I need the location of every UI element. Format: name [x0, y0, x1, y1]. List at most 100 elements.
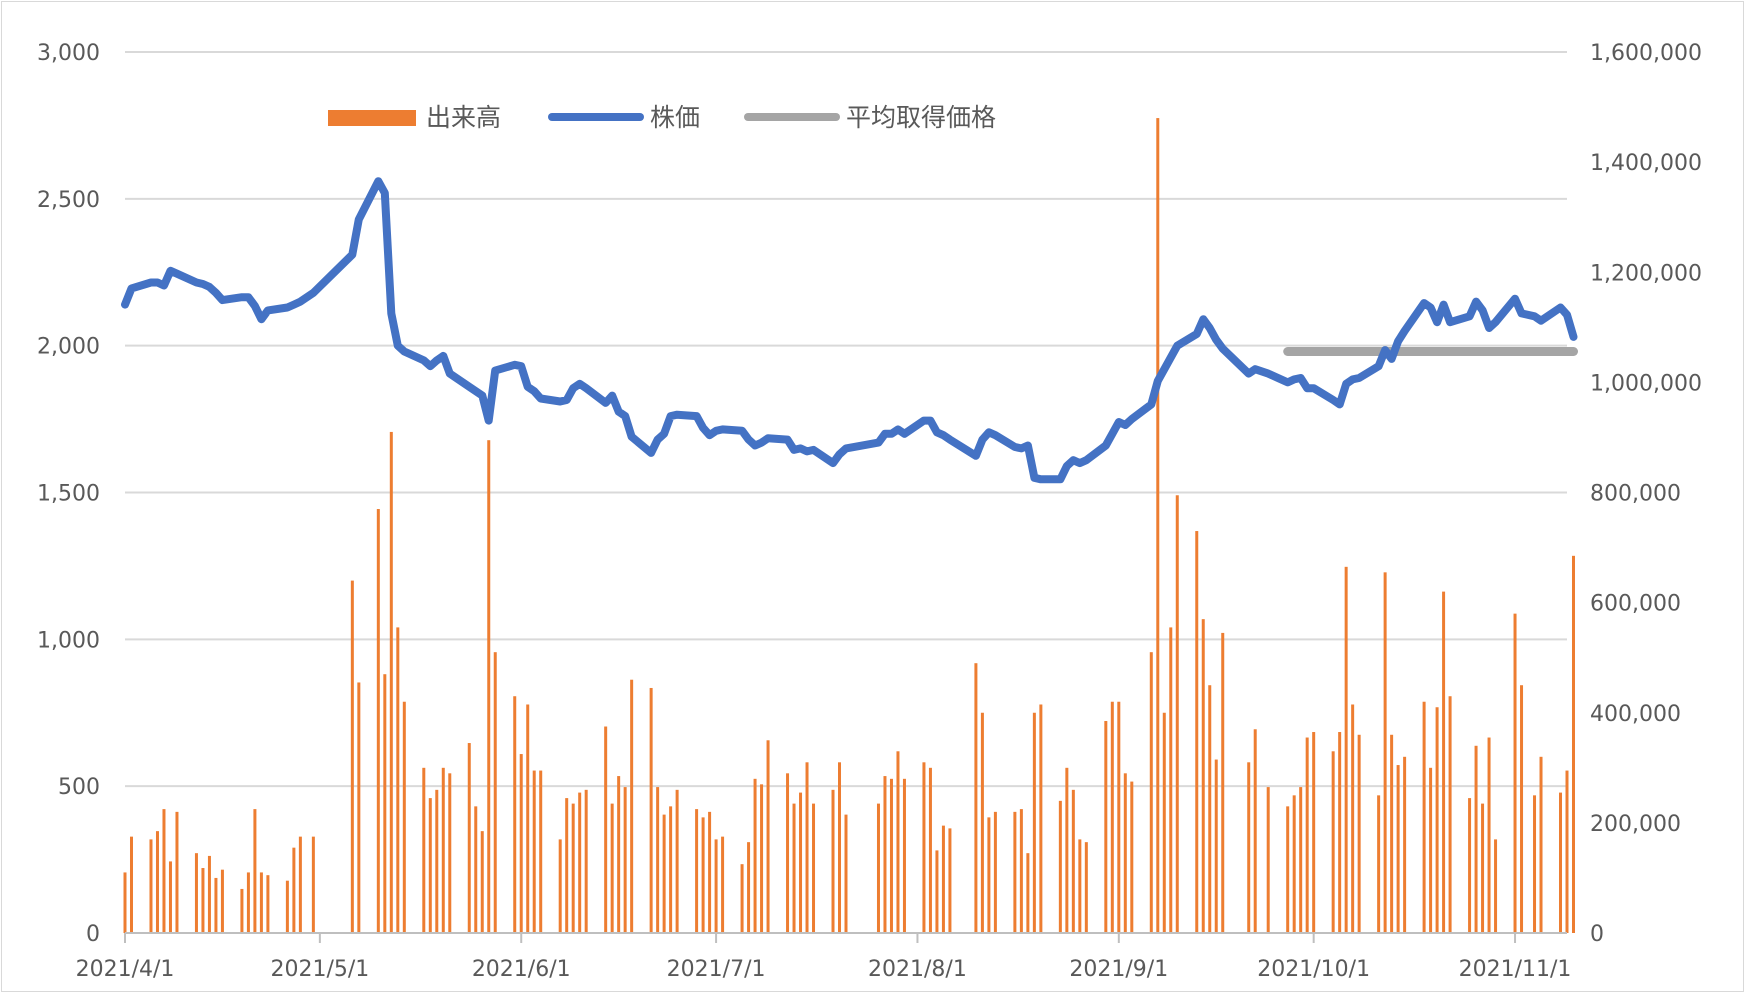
volume-bar [1292, 795, 1296, 933]
volume-bar [883, 776, 887, 933]
volume-bar [565, 798, 569, 933]
volume-bar [630, 679, 634, 933]
volume-bar [474, 806, 478, 933]
volume-bar [1013, 811, 1017, 933]
volume-bar [669, 806, 673, 933]
volume-bar [298, 836, 302, 933]
volume-bar [155, 831, 159, 933]
volume-bar [876, 803, 880, 933]
volume-bar [558, 839, 562, 933]
volume-bar [656, 787, 660, 933]
volume-bar [831, 789, 835, 933]
volume-bar [1539, 756, 1543, 933]
volume-bar [311, 836, 315, 933]
volume-bar [889, 778, 893, 933]
volume-bar [266, 875, 270, 933]
legend-label-volume: 出来高 [426, 103, 501, 132]
volume-bar [1039, 704, 1043, 933]
volume-bar [701, 817, 705, 933]
volume-bar [1162, 712, 1166, 933]
volume-bar [799, 792, 803, 933]
volume-bar [259, 872, 263, 933]
volume-bar [1117, 701, 1121, 933]
volume-bar [357, 682, 361, 933]
volume-bar [1078, 839, 1082, 933]
left-axis-ticks: 3,000 2,500 2,000 1,500 1,000 500 0 [37, 41, 100, 947]
volume-bar [214, 877, 218, 933]
volume-bar [1474, 745, 1478, 933]
volume-bar [1253, 729, 1257, 933]
volume-bar [207, 855, 211, 933]
volume-bar [1331, 751, 1335, 933]
volume-bar [617, 776, 621, 933]
volume-bar [149, 839, 153, 933]
volume-bar [1422, 701, 1426, 933]
volume-bar [623, 787, 627, 933]
volume-bar [695, 809, 699, 933]
volume-bar [1104, 721, 1108, 933]
x-axis: 2021/4/1 2021/5/1 2021/6/1 2021/7/1 2021/8/1… [76, 932, 1571, 982]
right-tick-label: 1,400,000 [1590, 151, 1702, 176]
left-tick-label: 3,000 [37, 41, 100, 66]
volume-bar [292, 847, 296, 933]
left-tick-label: 1,500 [37, 482, 100, 507]
legend-label-price: 株価 [650, 103, 700, 132]
volume-bar [1481, 803, 1485, 933]
gridlines [125, 51, 1567, 788]
left-tick-label: 500 [58, 775, 100, 800]
volume-bar [1214, 759, 1218, 933]
volume-bar [1247, 762, 1251, 933]
volume-bar [175, 811, 179, 933]
volume-bar [948, 828, 952, 933]
volume-bar [1533, 795, 1537, 933]
volume-bar [513, 696, 517, 933]
volume-bar [1468, 798, 1472, 933]
volume-bar [246, 872, 250, 933]
volume-bar [441, 767, 445, 933]
volume-bar [1110, 701, 1114, 933]
right-axis-ticks: 1,600,000 1,400,000 1,200,000 1,000,000 800,… [1590, 41, 1702, 947]
volume-bar [396, 627, 400, 933]
volume-bar [747, 842, 751, 933]
volume-bar [1123, 773, 1127, 933]
volume-bar [194, 853, 198, 933]
legend: 出来高 株価 平均取得価格 [328, 103, 996, 132]
volume-bar [1065, 767, 1069, 933]
volume-bar [526, 704, 530, 933]
volume-bar [896, 751, 900, 933]
volume-bar [1058, 800, 1062, 933]
volume-bar [1305, 737, 1309, 933]
volume-bar [928, 767, 932, 933]
volume-bar [539, 770, 543, 933]
volume-bar [1377, 795, 1381, 933]
x-tick-label: 2021/10/1 [1257, 957, 1370, 982]
volume-bar [935, 850, 939, 933]
volume-bar [467, 743, 471, 933]
volume-bar [1266, 787, 1270, 933]
volume-bar [383, 674, 387, 933]
volume-bar [1312, 732, 1316, 933]
volume-bar [402, 701, 406, 933]
volume-bar [1221, 632, 1225, 933]
volume-bar [922, 762, 926, 933]
volume-bar [662, 814, 666, 933]
volume-bar [493, 652, 497, 933]
volume-bar [480, 831, 484, 933]
volume-bar [786, 773, 790, 933]
volume-bar [740, 864, 744, 933]
volume-bar [1571, 555, 1575, 933]
x-tick-label: 2021/9/1 [1069, 957, 1168, 982]
volume-bar [1565, 770, 1569, 933]
volume-bar [435, 789, 439, 933]
volume-bar [1429, 767, 1433, 933]
volume-bar [519, 754, 523, 933]
volume-bar [1344, 566, 1348, 933]
volume-bar [1396, 765, 1400, 933]
volume-bar [1390, 734, 1394, 933]
volume-bar [168, 861, 172, 933]
volume-bar [792, 803, 796, 933]
volume-bar [389, 431, 393, 933]
volume-bar [1403, 756, 1407, 933]
